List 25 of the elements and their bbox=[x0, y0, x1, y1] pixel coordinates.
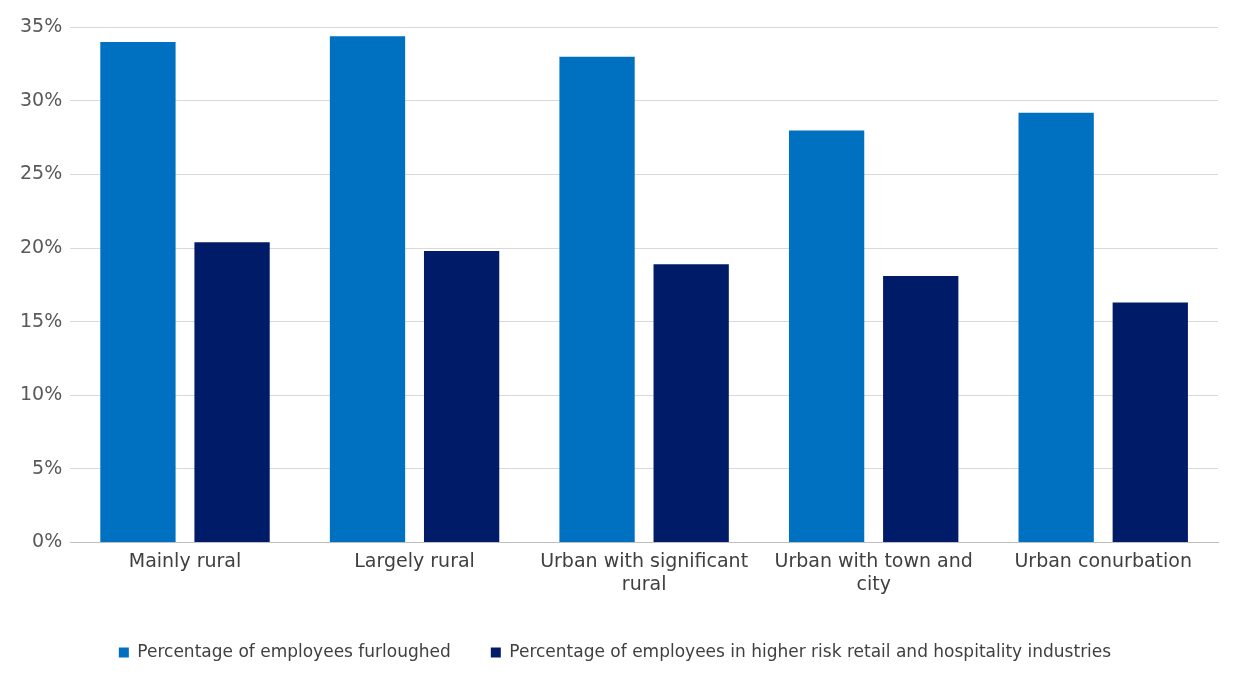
bar bbox=[1112, 302, 1188, 542]
y-tick-label: 5% bbox=[32, 455, 63, 478]
y-tick-label: 10% bbox=[20, 382, 63, 405]
y-tick-label: 20% bbox=[20, 235, 63, 258]
x-tick-label: Largely rural bbox=[354, 548, 475, 571]
y-tick-label: 15% bbox=[20, 308, 63, 331]
y-tick-label: 0% bbox=[32, 529, 63, 552]
bar bbox=[559, 56, 635, 542]
y-tick-label: 25% bbox=[20, 161, 63, 184]
bar bbox=[653, 264, 729, 542]
x-tick-label: Urban conurbation bbox=[1014, 548, 1193, 571]
bar bbox=[788, 130, 865, 542]
y-tick-label: 30% bbox=[20, 87, 63, 110]
bar bbox=[194, 242, 270, 542]
bar bbox=[100, 42, 176, 542]
legend-label: Percentage of employees in higher risk retail and hospitality industries bbox=[509, 640, 1112, 661]
bar bbox=[423, 251, 500, 542]
y-tick-label: 35% bbox=[20, 14, 63, 37]
x-tick-label: Mainly rural bbox=[128, 548, 242, 571]
bar bbox=[883, 276, 959, 542]
x-tick-label: Urban with town and city bbox=[774, 548, 973, 594]
bar bbox=[1018, 112, 1094, 542]
legend-label: Percentage of employees furloughed bbox=[137, 640, 451, 661]
bar bbox=[329, 36, 406, 542]
x-tick-label: Urban with significant rural bbox=[540, 548, 749, 594]
